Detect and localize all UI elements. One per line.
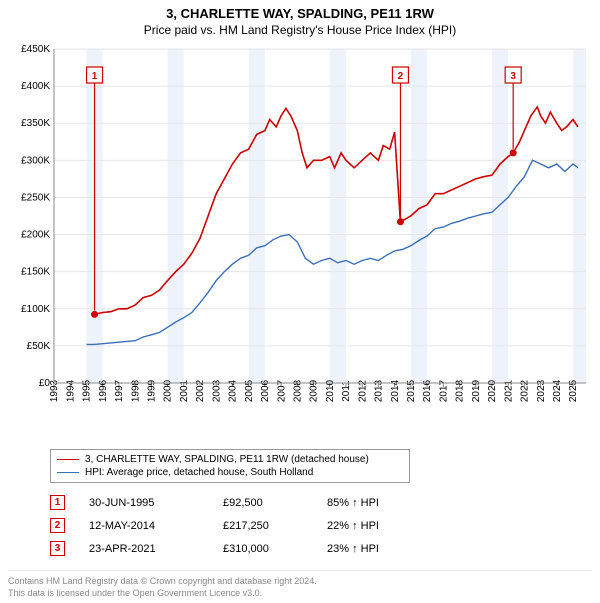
sale-row: 1 30-JUN-1995 £92,500 85% ↑ HPI	[50, 491, 592, 514]
chart-svg: £0£50K£100K£150K£200K£250K£300K£350K£400…	[8, 43, 592, 443]
sale-row: 2 12-MAY-2014 £217,250 22% ↑ HPI	[50, 514, 592, 537]
sale-price: £92,500	[223, 497, 303, 509]
sale-price: £310,000	[223, 543, 303, 555]
svg-text:£250K: £250K	[21, 192, 50, 203]
svg-text:£450K: £450K	[21, 44, 50, 55]
svg-text:2: 2	[398, 71, 404, 82]
svg-text:1: 1	[92, 71, 98, 82]
sale-hpi: 23% ↑ HPI	[327, 543, 417, 555]
legend-swatch-price	[57, 459, 79, 460]
footer-attribution: Contains HM Land Registry data © Crown c…	[8, 570, 592, 599]
legend-row: 3, CHARLETTE WAY, SPALDING, PE11 1RW (de…	[57, 453, 403, 466]
chart-plot-area: £0£50K£100K£150K£200K£250K£300K£350K£400…	[8, 43, 592, 443]
footer-line: This data is licensed under the Open Gov…	[8, 587, 592, 599]
chart-container: 3, CHARLETTE WAY, SPALDING, PE11 1RW Pri…	[0, 0, 600, 603]
legend-row: HPI: Average price, detached house, Sout…	[57, 466, 403, 479]
sale-marker-icon: 1	[50, 495, 65, 510]
svg-text:£300K: £300K	[21, 155, 50, 166]
legend: 3, CHARLETTE WAY, SPALDING, PE11 1RW (de…	[50, 449, 410, 483]
sale-hpi: 22% ↑ HPI	[327, 520, 417, 532]
sale-hpi: 85% ↑ HPI	[327, 497, 417, 509]
svg-text:£400K: £400K	[21, 81, 50, 92]
sale-marker-icon: 2	[50, 518, 65, 533]
footer-line: Contains HM Land Registry data © Crown c…	[8, 575, 592, 587]
sale-date: 23-APR-2021	[89, 543, 199, 555]
legend-label-price: 3, CHARLETTE WAY, SPALDING, PE11 1RW (de…	[85, 454, 369, 465]
sale-marker-icon: 3	[50, 541, 65, 556]
sale-row: 3 23-APR-2021 £310,000 23% ↑ HPI	[50, 537, 592, 560]
sale-date: 12-MAY-2014	[89, 520, 199, 532]
chart-subtitle: Price paid vs. HM Land Registry's House …	[8, 23, 592, 37]
svg-text:£100K: £100K	[21, 304, 50, 315]
svg-text:£200K: £200K	[21, 230, 50, 241]
sale-date: 30-JUN-1995	[89, 497, 199, 509]
svg-text:£350K: £350K	[21, 118, 50, 129]
sales-table: 1 30-JUN-1995 £92,500 85% ↑ HPI 2 12-MAY…	[50, 491, 592, 560]
svg-text:3: 3	[510, 71, 516, 82]
legend-label-hpi: HPI: Average price, detached house, Sout…	[85, 467, 313, 478]
chart-title: 3, CHARLETTE WAY, SPALDING, PE11 1RW	[8, 6, 592, 21]
svg-text:£50K: £50K	[27, 341, 51, 352]
sale-price: £217,250	[223, 520, 303, 532]
svg-text:£150K: £150K	[21, 267, 50, 278]
legend-swatch-hpi	[57, 472, 79, 473]
